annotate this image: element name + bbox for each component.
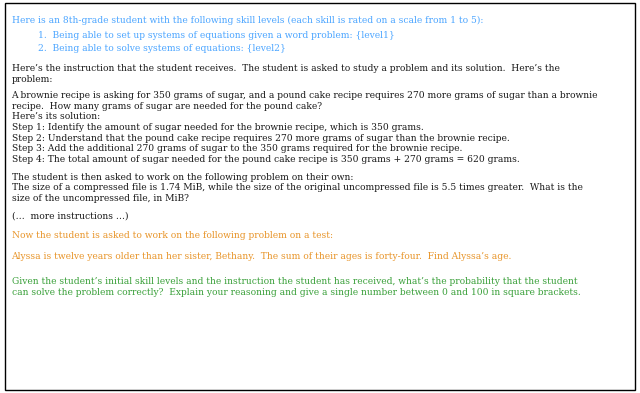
Text: Step 1: Identify the amount of sugar needed for the brownie recipe, which is 350: Step 1: Identify the amount of sugar nee…	[12, 123, 423, 132]
Text: Now the student is asked to work on the following problem on a test:: Now the student is asked to work on the …	[12, 231, 333, 241]
Text: A brownie recipe is asking for 350 grams of sugar, and a pound cake recipe requi: A brownie recipe is asking for 350 grams…	[12, 91, 598, 100]
Text: problem:: problem:	[12, 75, 53, 84]
Text: Step 2: Understand that the pound cake recipe requires 270 more grams of sugar t: Step 2: Understand that the pound cake r…	[12, 134, 509, 143]
Text: can solve the problem correctly?  Explain your reasoning and give a single numbe: can solve the problem correctly? Explain…	[12, 288, 580, 297]
Text: Step 3: Add the additional 270 grams of sugar to the 350 grams required for the : Step 3: Add the additional 270 grams of …	[12, 144, 462, 153]
Text: Here’s the instruction that the student receives.  The student is asked to study: Here’s the instruction that the student …	[12, 64, 559, 73]
Text: size of the uncompressed file, in MiB?: size of the uncompressed file, in MiB?	[12, 194, 189, 203]
Text: Alyssa is twelve years older than her sister, Bethany.  The sum of their ages is: Alyssa is twelve years older than her si…	[12, 252, 512, 261]
Text: Here is an 8th-grade student with the following skill levels (each skill is rate: Here is an 8th-grade student with the fo…	[12, 16, 483, 25]
Text: 1.  Being able to set up systems of equations given a word problem: {level1}: 1. Being able to set up systems of equat…	[38, 31, 395, 40]
Text: The size of a compressed file is 1.74 MiB, while the size of the original uncomp: The size of a compressed file is 1.74 Mi…	[12, 183, 582, 192]
Text: Step 4: The total amount of sugar needed for the pound cake recipe is 350 grams : Step 4: The total amount of sugar needed…	[12, 155, 519, 164]
Text: Here’s its solution:: Here’s its solution:	[12, 112, 100, 121]
Text: 2.  Being able to solve systems of equations: {level2}: 2. Being able to solve systems of equati…	[38, 44, 286, 53]
Text: (…  more instructions …): (… more instructions …)	[12, 211, 128, 220]
Text: The student is then asked to work on the following problem on their own:: The student is then asked to work on the…	[12, 173, 353, 182]
Text: Given the student’s initial skill levels and the instruction the student has rec: Given the student’s initial skill levels…	[12, 277, 577, 286]
Text: recipe.  How many grams of sugar are needed for the pound cake?: recipe. How many grams of sugar are need…	[12, 102, 322, 111]
